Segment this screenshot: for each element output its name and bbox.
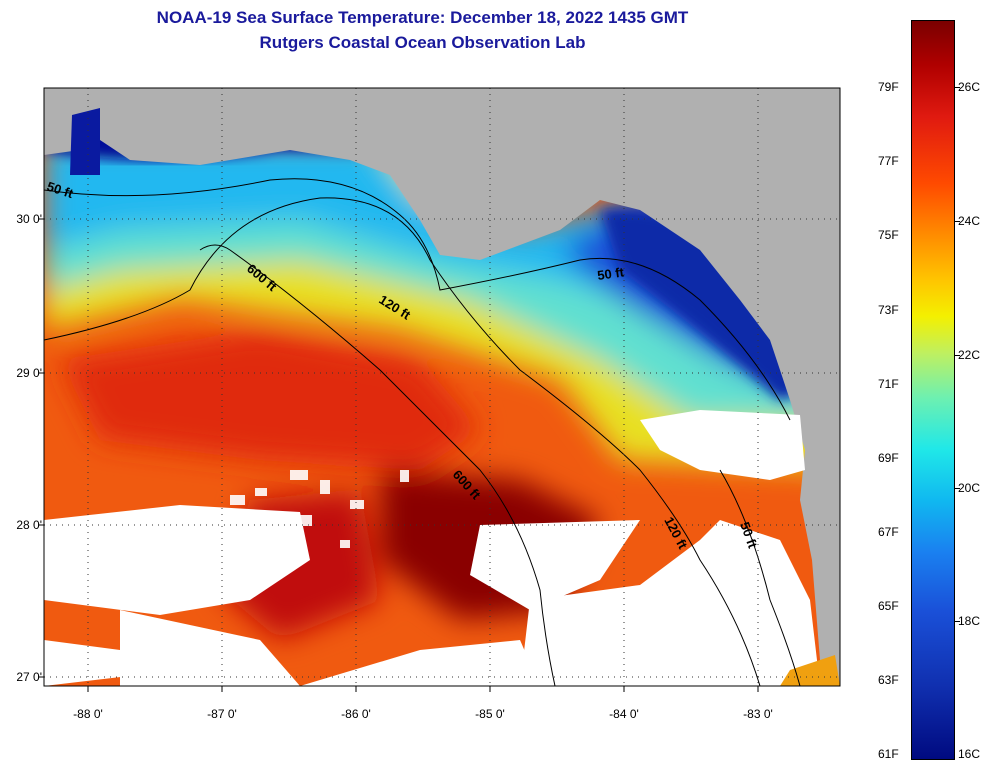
contour-50ft-line-south — [719, 469, 801, 686]
contour-120ft-line — [44, 197, 761, 686]
scale-label-c: 22C — [958, 348, 981, 362]
scale-label-c: 20C — [958, 481, 981, 495]
scale-label-f: 73F — [878, 303, 899, 317]
lon-label: -88 0' — [73, 707, 103, 721]
big-bend-cold-water — [600, 208, 805, 400]
lat-label: 30 0' — [16, 212, 42, 226]
contour-600ft-line — [199, 244, 556, 686]
scale-label-f: 61F — [878, 747, 899, 761]
scale-label-f: 75F — [878, 228, 899, 242]
map-title: NOAA-19 Sea Surface Temperature: Decembe… — [156, 8, 689, 27]
scale-label-f: 65F — [878, 599, 899, 613]
warm-patch — [780, 655, 840, 686]
land — [44, 88, 840, 686]
lon-label: -83 0' — [743, 707, 773, 721]
lat-label: 29 0' — [16, 366, 42, 380]
graticule — [44, 88, 840, 686]
lon-label: -85 0' — [475, 707, 505, 721]
axis-ticks — [38, 218, 759, 692]
scale-tick — [955, 355, 960, 356]
scale-label-c: 26C — [958, 80, 981, 94]
map-frame — [43, 87, 841, 687]
contour-50ft-line — [44, 178, 791, 421]
contour-label: 50 ft — [596, 264, 625, 283]
map-subtitle: Rutgers Coastal Ocean Observation Lab — [259, 33, 586, 52]
scale-tick — [955, 221, 960, 222]
scale-tick — [955, 488, 960, 489]
lon-label: -87 0' — [207, 707, 237, 721]
scale-label-f: 63F — [878, 673, 899, 687]
scale-label-f: 77F — [878, 154, 899, 168]
depth-contours — [44, 178, 801, 686]
lat-label: 27 0' — [16, 670, 42, 684]
lon-label: -84 0' — [609, 707, 639, 721]
scale-label-c: 24C — [958, 214, 981, 228]
scale-label-f: 71F — [878, 377, 899, 391]
scale-label-c: 18C — [958, 614, 981, 628]
color-scale-bar — [911, 20, 955, 760]
scale-label-f: 79F — [878, 80, 899, 94]
scale-tick — [955, 87, 960, 88]
scale-label-f: 69F — [878, 451, 899, 465]
scale-tick — [955, 621, 960, 622]
scale-label-c: 16C — [958, 747, 981, 761]
lon-label: -86 0' — [341, 707, 371, 721]
mobile-bay — [70, 108, 100, 175]
scale-label-f: 67F — [878, 525, 899, 539]
cloud-speckle — [230, 470, 409, 548]
lat-label: 28 0' — [16, 518, 42, 532]
